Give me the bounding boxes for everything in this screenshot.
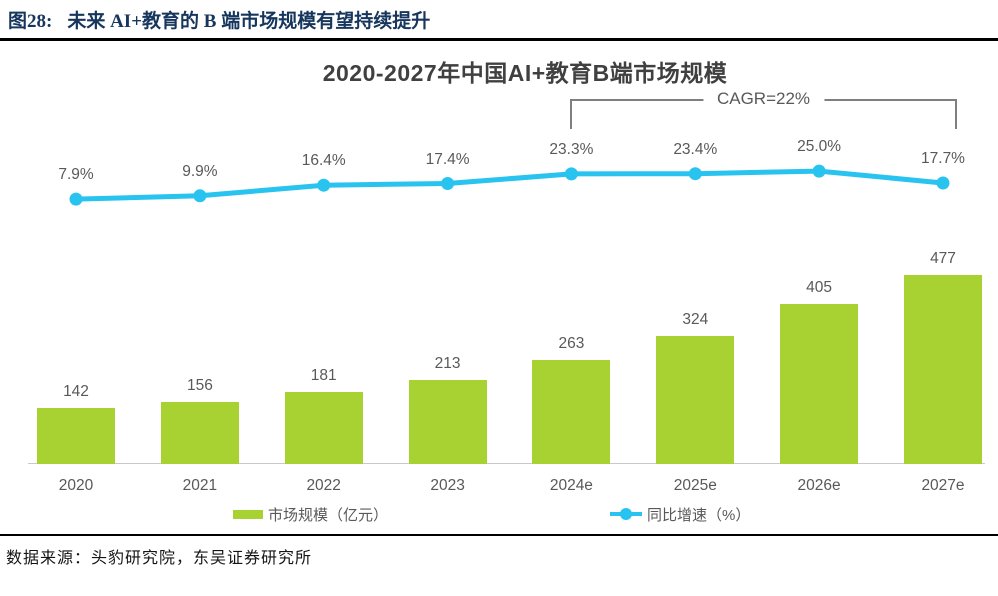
legend-item-growth: 同比增速（%） <box>610 502 750 526</box>
legend-label-market-size: 市场规模（亿元） <box>268 506 389 524</box>
data-source: 数据来源：头豹研究院，东吴证券研究所 <box>6 550 313 567</box>
line-legend-swatch <box>610 508 642 520</box>
bar-2024e <box>532 360 611 464</box>
line-legend-dot <box>620 508 632 520</box>
growth-point <box>688 167 702 181</box>
growth-point <box>317 178 331 192</box>
bar-2020 <box>37 408 115 464</box>
chart-legend: 市场规模（亿元） 同比增速（%） <box>0 502 998 526</box>
bar-value-label: 213 <box>434 355 461 372</box>
growth-point <box>564 167 578 181</box>
growth-value-label: 9.9% <box>182 162 218 180</box>
cagr-bracket: CAGR=22% <box>570 89 957 129</box>
x-axis-line <box>28 463 985 464</box>
bar-legend-swatch <box>233 509 263 519</box>
bar-2025e <box>656 336 735 464</box>
x-axis-label: 2025e <box>673 477 717 494</box>
x-axis-label: 2027e <box>921 477 965 494</box>
figure-caption-text: 未来 AI+教育的 B 端市场规模有望持续提升 <box>67 11 431 32</box>
growth-point <box>441 177 455 190</box>
growth-value-label: 17.7% <box>921 150 965 167</box>
growth-value-label: 23.3% <box>549 140 594 158</box>
bar-2023 <box>408 380 487 464</box>
bottom-divider <box>0 534 998 536</box>
bar-2026e <box>780 304 859 464</box>
x-axis-label: 2020 <box>58 477 94 494</box>
x-axis-label: 2026e <box>797 477 841 494</box>
growth-point <box>936 176 950 190</box>
growth-value-label: 17.4% <box>425 150 470 168</box>
growth-point <box>69 192 83 206</box>
bar-value-label: 405 <box>806 279 833 296</box>
x-axis-label: 2024e <box>549 477 593 494</box>
bar-value-label: 477 <box>930 250 956 267</box>
legend-label-growth: 同比增速（%） <box>647 506 751 524</box>
x-axis-label: 2022 <box>306 477 341 494</box>
figure-number: 图28: <box>8 11 53 32</box>
figure-caption: 图28: 未来 AI+教育的 B 端市场规模有望持续提升 <box>8 6 430 33</box>
bar-value-label: 142 <box>63 383 89 400</box>
bar-2027e <box>904 275 982 464</box>
x-axis-label: 2023 <box>430 477 465 494</box>
growth-value-label: 23.4% <box>673 140 718 158</box>
growth-point <box>812 164 826 178</box>
top-divider <box>0 38 998 41</box>
growth-line <box>73 168 946 202</box>
legend-item-market-size: 市场规模（亿元） <box>233 502 388 526</box>
bar-value-label: 156 <box>186 377 213 394</box>
bar-value-label: 324 <box>682 311 709 328</box>
growth-value-label: 16.4% <box>301 152 346 170</box>
cagr-label: CAGR=22% <box>702 89 825 109</box>
bar-2021 <box>160 402 239 464</box>
growth-value-label: 25.0% <box>797 138 842 156</box>
growth-point <box>193 189 207 203</box>
x-axis-label: 2021 <box>182 477 218 494</box>
bar-value-label: 181 <box>310 367 337 384</box>
growth-value-label: 7.9% <box>58 166 94 184</box>
bar-2022 <box>284 392 363 464</box>
bar-value-label: 263 <box>558 335 585 352</box>
chart-title: 2020-2027年中国AI+教育B端市场规模 <box>322 60 728 86</box>
